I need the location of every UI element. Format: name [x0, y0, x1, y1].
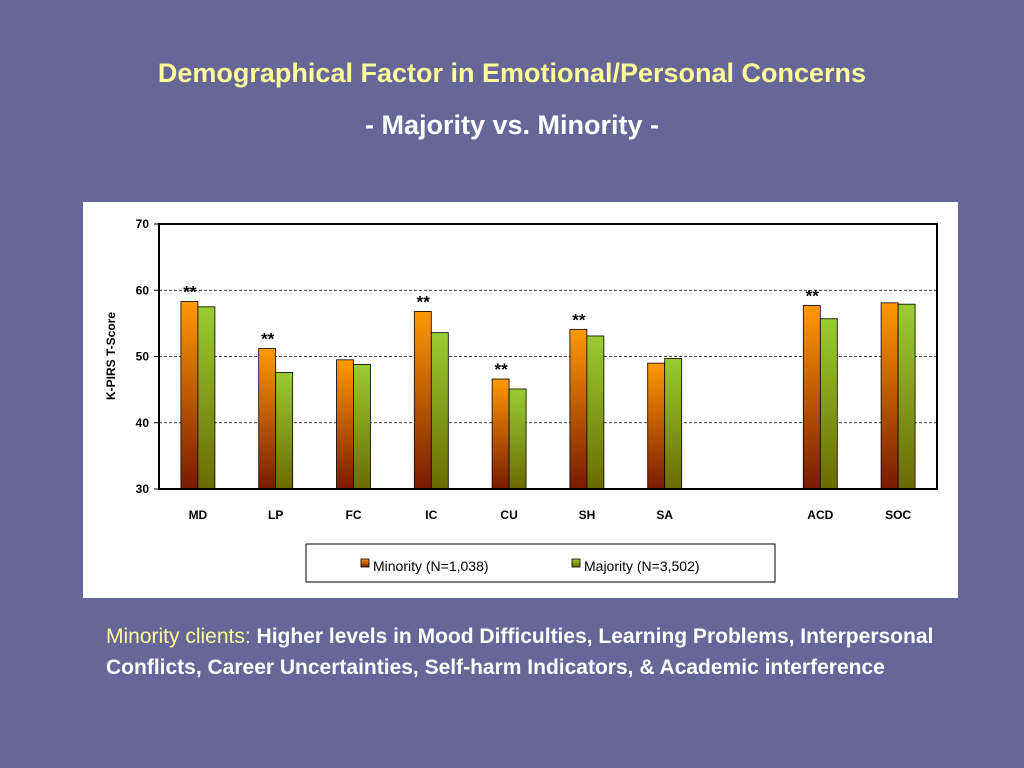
- bar-majority-SA: [664, 358, 683, 490]
- x-tick-label: MD: [189, 508, 208, 522]
- y-tick-label: 70: [136, 217, 150, 231]
- x-tick-label: CU: [500, 508, 517, 522]
- y-tick-label: 30: [136, 482, 150, 496]
- bar-majority-ACD: [819, 318, 838, 490]
- legend-swatch-majority: [571, 558, 581, 568]
- bar-majority-LP: [275, 371, 294, 490]
- x-axis-ticks: MD LP FC IC CU SH SA ACD SOC: [189, 508, 912, 522]
- bar-minority-ACD: [802, 305, 821, 490]
- bar-majority-FC: [353, 364, 371, 490]
- bar-minority-FC: [336, 359, 354, 490]
- y-tick-label: 50: [136, 350, 150, 364]
- bar-minority-CU: [491, 378, 510, 490]
- x-tick-label: LP: [268, 508, 283, 522]
- bar-minority-IC: [413, 311, 432, 490]
- slide-subtitle: - Majority vs. Minority -: [364, 110, 660, 140]
- x-tick-label: ACD: [807, 508, 833, 522]
- significance-marker: **: [806, 286, 820, 305]
- x-tick-label: SOC: [885, 508, 911, 522]
- x-tick-label: SH: [579, 508, 596, 522]
- x-tick-label: FC: [346, 508, 362, 522]
- y-axis-ticks: 30 40 50 60 70: [136, 217, 159, 496]
- legend-swatch-minority: [360, 558, 370, 568]
- legend-label-majority: Majority (N=3,502): [584, 558, 700, 574]
- legend-label-minority: Minority (N=1,038): [373, 558, 489, 574]
- y-axis-label: K-PIRS T-Score: [104, 312, 118, 400]
- chart-panel: 30 40 50 60 70 MD LP FC IC CU SH SA ACD SOC ** ** ** **…: [83, 202, 958, 598]
- significance-marker: **: [417, 292, 431, 311]
- y-tick-label: 60: [136, 283, 150, 297]
- bar-minority-MD: [180, 301, 199, 490]
- bar-minority-SH: [569, 328, 588, 490]
- bar-majority-SH: [586, 335, 605, 490]
- chart-legend: Minority (N=1,038) Majority (N=3,502): [305, 543, 776, 583]
- bar-minority-SA: [647, 362, 666, 490]
- chart-bars: [180, 301, 916, 490]
- bar-majority-CU: [508, 388, 527, 490]
- caption-highlight: Minority clients:: [106, 625, 251, 648]
- bar-majority-SOC: [897, 303, 916, 490]
- caption-text: Minority clients: Higher levels in Mood …: [106, 621, 986, 683]
- y-tick-label: 40: [136, 416, 150, 430]
- significance-marker: **: [494, 360, 508, 379]
- significance-marker: **: [572, 310, 586, 329]
- bar-minority-LP: [258, 348, 277, 490]
- x-tick-label: SA: [656, 508, 673, 522]
- slide-title: Demographical Factor in Emotional/Person…: [157, 58, 867, 88]
- x-tick-label: IC: [425, 508, 437, 522]
- bar-majority-IC: [430, 332, 449, 490]
- significance-annotations: ** ** ** ** ** **: [183, 283, 819, 380]
- bar-minority-SOC: [880, 302, 899, 490]
- significance-marker: **: [183, 283, 197, 302]
- significance-marker: **: [261, 330, 275, 349]
- bar-majority-MD: [197, 306, 216, 490]
- caption-body: Higher levels in Mood Difficulties, Lear…: [106, 625, 934, 679]
